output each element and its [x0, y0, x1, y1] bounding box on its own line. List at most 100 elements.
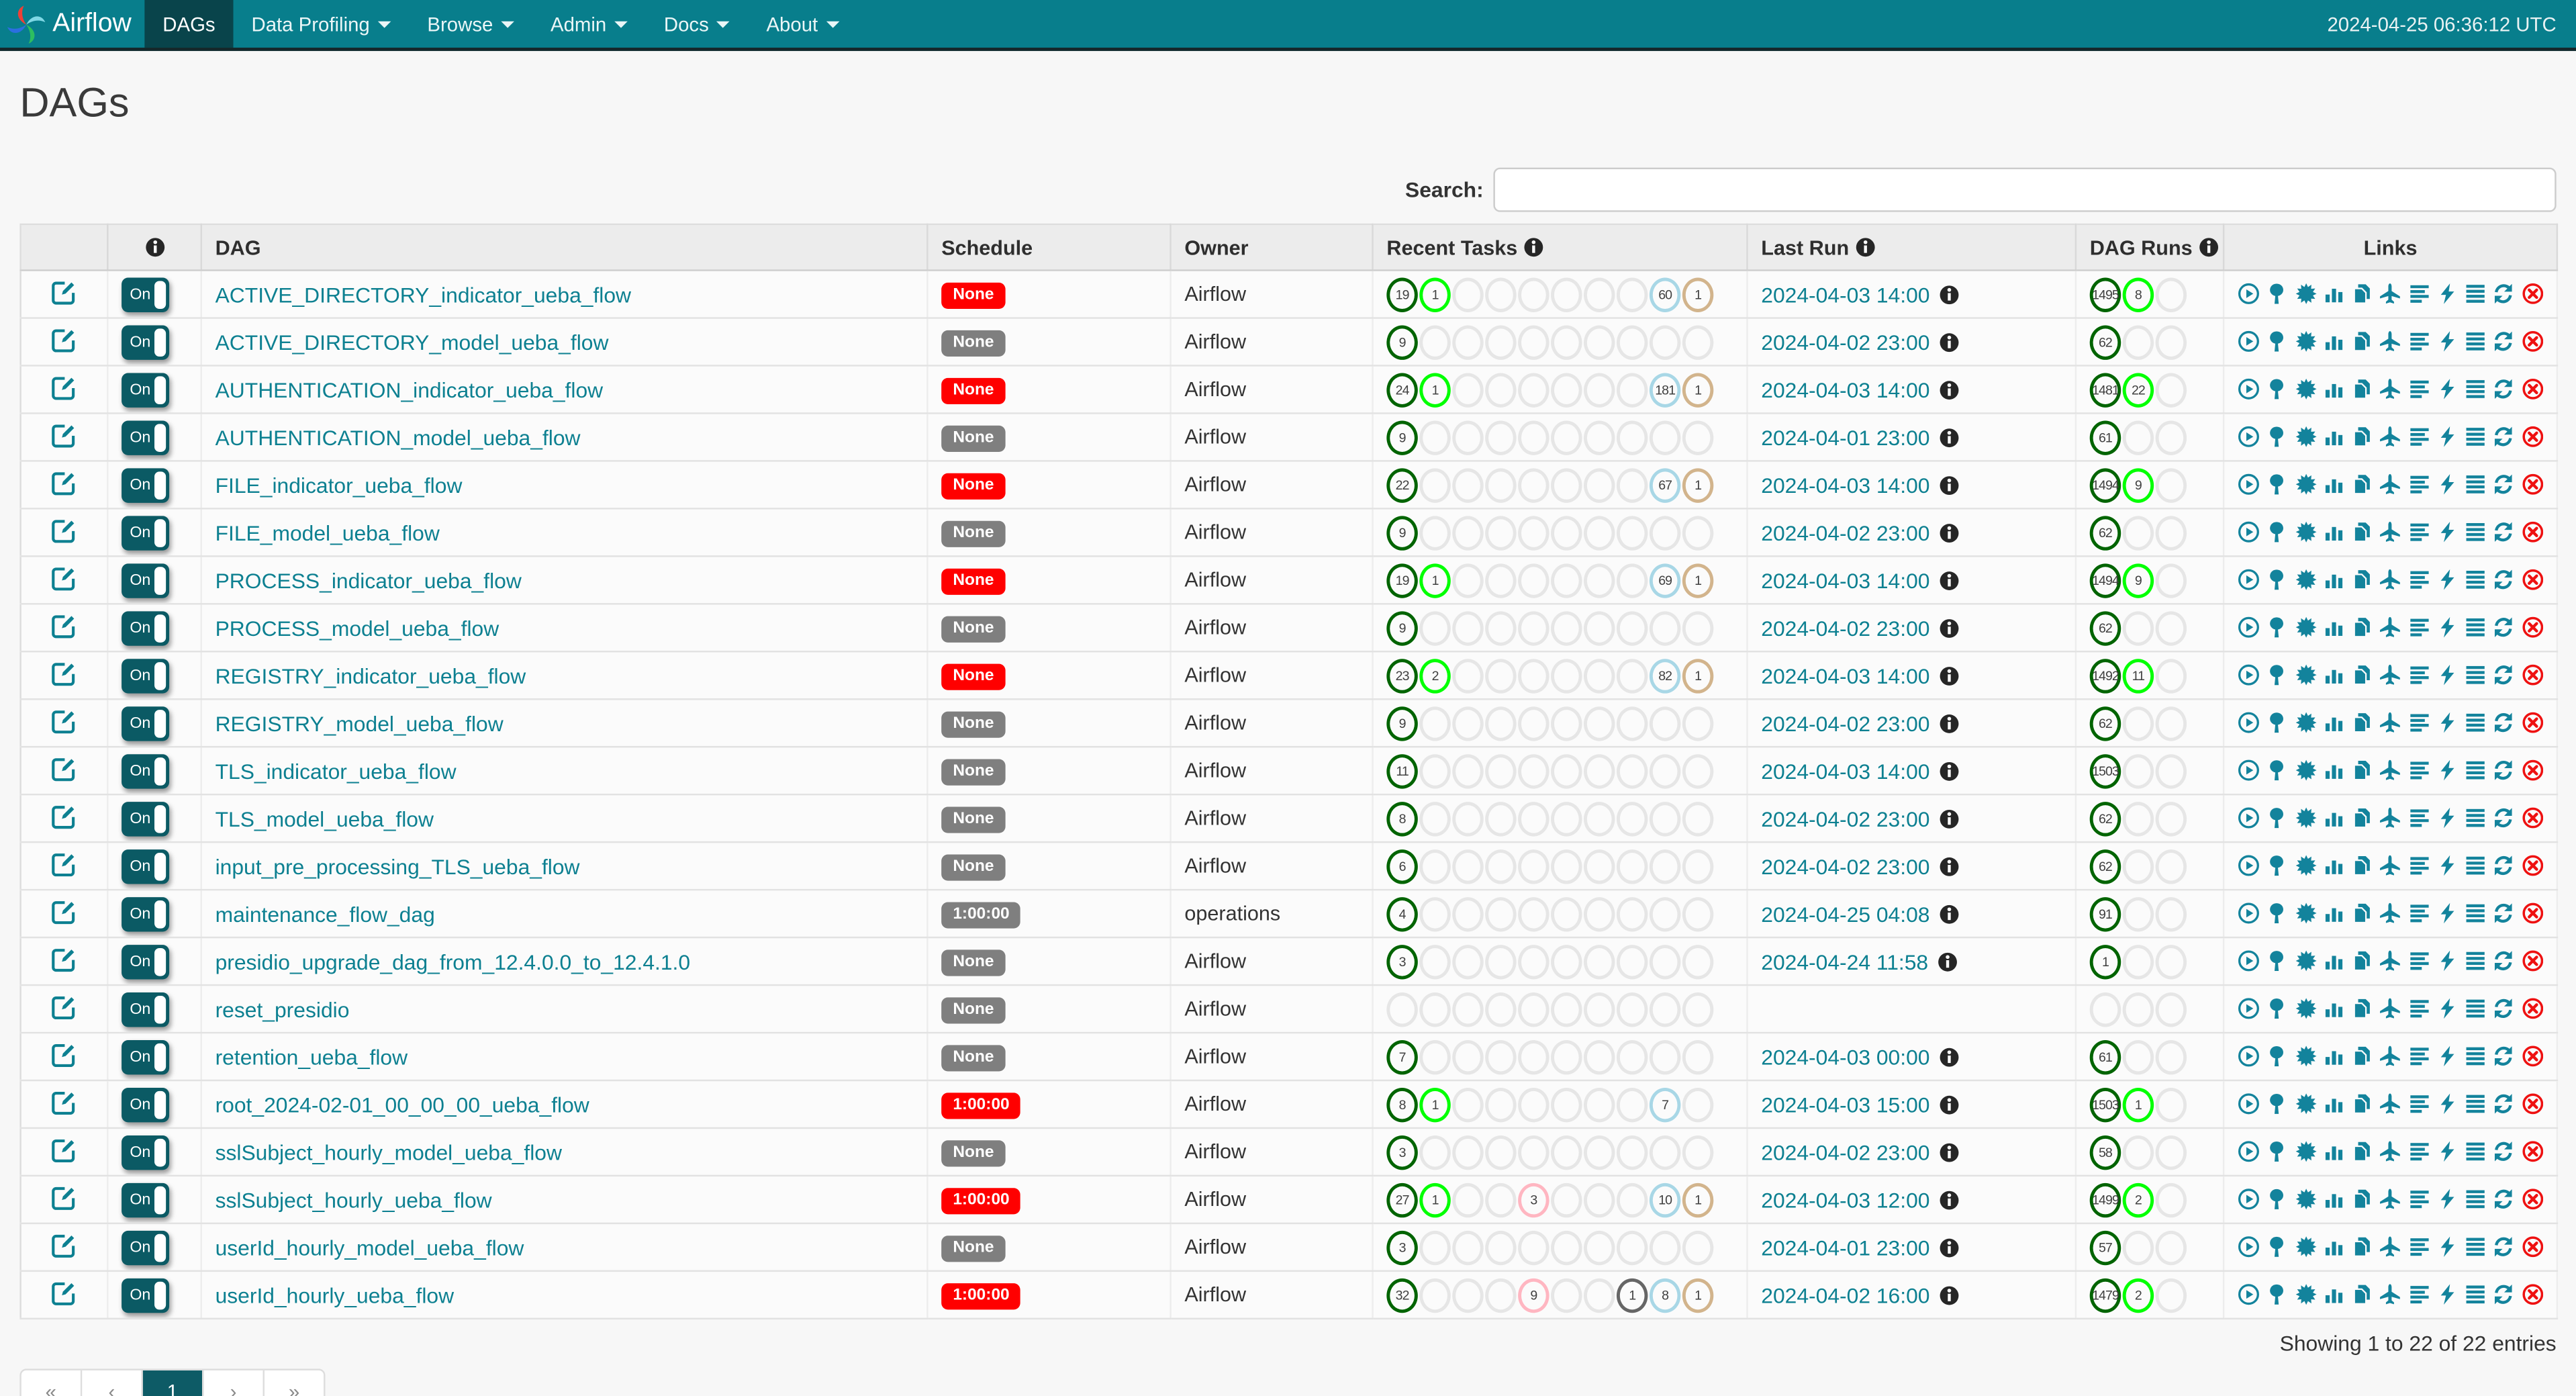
state-circle-running[interactable]: 2 [1419, 658, 1450, 692]
code-view-link[interactable] [2436, 807, 2458, 829]
tree-view-link[interactable] [2266, 950, 2288, 972]
tree-view-link[interactable] [2266, 473, 2288, 496]
state-circle-running[interactable]: 2 [2123, 1278, 2154, 1312]
graph-view-link[interactable] [2294, 855, 2316, 877]
state-circle-success[interactable]: 1499 [2090, 1182, 2121, 1217]
logs-link[interactable] [2465, 1284, 2487, 1306]
logs-link[interactable] [2465, 473, 2487, 496]
trigger-dag-link[interactable] [2238, 330, 2260, 353]
graph-view-link[interactable] [2294, 1141, 2316, 1163]
logs-link[interactable] [2465, 998, 2487, 1020]
edit-dag-link[interactable] [51, 517, 77, 543]
graph-view-link[interactable] [2294, 569, 2316, 591]
state-circle-success[interactable]: 23 [1386, 658, 1417, 692]
last-run-link[interactable]: 2024-04-03 14:00 [1761, 663, 1929, 688]
trigger-dag-link[interactable] [2238, 1141, 2260, 1163]
delete-dag-link[interactable] [2521, 712, 2543, 734]
refresh-dag-link[interactable] [2493, 569, 2515, 591]
state-circle-success[interactable]: 1494 [2090, 563, 2121, 597]
gantt-view-link[interactable] [2407, 998, 2430, 1020]
edit-dag-link[interactable] [51, 279, 77, 305]
state-circle-running[interactable]: 1 [1419, 1087, 1450, 1121]
state-circle-success[interactable]: 9 [1386, 420, 1417, 454]
state-circle-skipped[interactable]: 3 [1518, 1182, 1549, 1217]
graph-view-link[interactable] [2294, 521, 2316, 543]
gantt-view-link[interactable] [2407, 1045, 2430, 1068]
delete-dag-link[interactable] [2521, 902, 2543, 925]
dag-pause-toggle[interactable]: On [122, 563, 169, 597]
graph-view-link[interactable] [2294, 1045, 2316, 1068]
gantt-view-link[interactable] [2407, 569, 2430, 591]
task-tries-link[interactable] [2351, 1284, 2373, 1306]
dag-name-link[interactable]: presidio_upgrade_dag_from_12.4.0.0_to_12… [216, 949, 691, 974]
gantt-view-link[interactable] [2407, 1189, 2430, 1211]
state-circle-scheduled[interactable]: 1 [1682, 372, 1713, 406]
task-duration-link[interactable] [2323, 998, 2345, 1020]
trigger-dag-link[interactable] [2238, 283, 2260, 306]
delete-dag-link[interactable] [2521, 1236, 2543, 1258]
delete-dag-link[interactable] [2521, 473, 2543, 496]
state-circle-running[interactable]: 2 [2123, 1182, 2154, 1217]
dag-name-link[interactable]: TLS_model_ueba_flow [216, 806, 434, 831]
dag-pause-toggle[interactable]: On [122, 515, 169, 549]
last-run-link[interactable]: 2024-04-02 23:00 [1761, 520, 1929, 545]
delete-dag-link[interactable] [2521, 998, 2543, 1020]
delete-dag-link[interactable] [2521, 1284, 2543, 1306]
edit-dag-link[interactable] [51, 945, 77, 972]
search-input[interactable] [1493, 168, 2556, 212]
task-duration-link[interactable] [2323, 426, 2345, 448]
task-tries-link[interactable] [2351, 759, 2373, 782]
trigger-dag-link[interactable] [2238, 1236, 2260, 1258]
dag-pause-toggle[interactable]: On [122, 801, 169, 835]
landing-times-link[interactable] [2379, 1284, 2401, 1306]
graph-view-link[interactable] [2294, 616, 2316, 639]
logs-link[interactable] [2465, 902, 2487, 925]
landing-times-link[interactable] [2379, 521, 2401, 543]
gantt-view-link[interactable] [2407, 807, 2430, 829]
state-circle-none[interactable]: 181 [1650, 372, 1680, 406]
last-run-link[interactable]: 2024-04-02 23:00 [1761, 853, 1929, 878]
edit-dag-link[interactable] [51, 802, 77, 829]
trigger-dag-link[interactable] [2238, 616, 2260, 639]
code-view-link[interactable] [2436, 998, 2458, 1020]
trigger-dag-link[interactable] [2238, 521, 2260, 543]
last-run-link[interactable]: 2024-04-02 23:00 [1761, 615, 1929, 640]
state-circle-none[interactable]: 67 [1650, 467, 1680, 502]
state-circle-success[interactable]: 62 [2090, 706, 2121, 740]
logs-link[interactable] [2465, 950, 2487, 972]
delete-dag-link[interactable] [2521, 378, 2543, 400]
graph-view-link[interactable] [2294, 473, 2316, 496]
last-run-link[interactable]: 2024-04-03 14:00 [1761, 473, 1929, 498]
task-tries-link[interactable] [2351, 1045, 2373, 1068]
dag-name-link[interactable]: PROCESS_model_ueba_flow [216, 615, 499, 640]
state-circle-running[interactable]: 11 [2123, 658, 2154, 692]
task-duration-link[interactable] [2323, 807, 2345, 829]
dag-name-link[interactable]: userId_hourly_ueba_flow [216, 1283, 455, 1307]
graph-view-link[interactable] [2294, 283, 2316, 306]
state-circle-running[interactable]: 9 [2123, 563, 2154, 597]
state-circle-success[interactable]: 1481 [2090, 372, 2121, 406]
last-run-link[interactable]: 2024-04-02 23:00 [1761, 1139, 1929, 1164]
state-circle-running[interactable]: 1 [1419, 1182, 1450, 1217]
dag-name-link[interactable]: input_pre_processing_TLS_ueba_flow [216, 853, 580, 878]
code-view-link[interactable] [2436, 1093, 2458, 1115]
state-circle-skipped[interactable]: 9 [1518, 1278, 1549, 1312]
refresh-dag-link[interactable] [2493, 378, 2515, 400]
pagination-next-button[interactable]: › [203, 1370, 265, 1396]
last-run-link[interactable]: 2024-04-03 12:00 [1761, 1187, 1929, 1212]
refresh-dag-link[interactable] [2493, 426, 2515, 448]
gantt-view-link[interactable] [2407, 1284, 2430, 1306]
trigger-dag-link[interactable] [2238, 1284, 2260, 1306]
state-circle-success[interactable]: 32 [1386, 1278, 1417, 1312]
task-tries-link[interactable] [2351, 283, 2373, 306]
state-circle-running[interactable]: 1 [2123, 1087, 2154, 1121]
trigger-dag-link[interactable] [2238, 1093, 2260, 1115]
state-circle-success[interactable]: 7 [1386, 1039, 1417, 1074]
last-run-link[interactable]: 2024-04-03 14:00 [1761, 282, 1929, 307]
dag-pause-toggle[interactable]: On [122, 944, 169, 978]
delete-dag-link[interactable] [2521, 1189, 2543, 1211]
delete-dag-link[interactable] [2521, 616, 2543, 639]
pagination-prev-button[interactable]: ‹ [82, 1370, 143, 1396]
state-circle-success[interactable]: 62 [2090, 324, 2121, 359]
last-run-link[interactable]: 2024-04-01 23:00 [1761, 1235, 1929, 1260]
